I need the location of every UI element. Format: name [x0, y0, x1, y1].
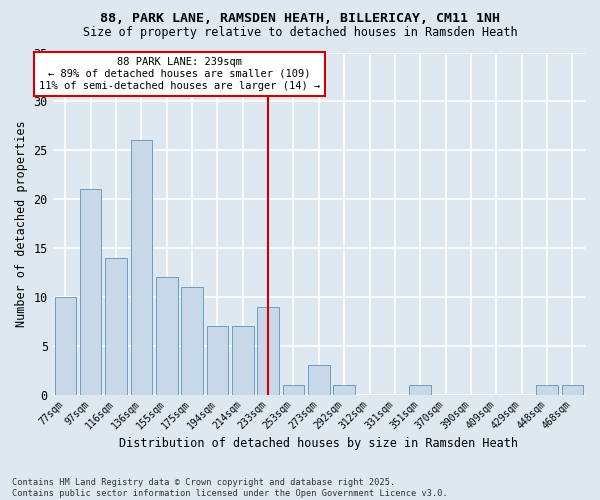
Bar — [232, 326, 254, 394]
Bar — [334, 385, 355, 394]
Bar — [562, 385, 583, 394]
Bar — [55, 297, 76, 394]
Text: 88, PARK LANE, RAMSDEN HEATH, BILLERICAY, CM11 1NH: 88, PARK LANE, RAMSDEN HEATH, BILLERICAY… — [100, 12, 500, 26]
Bar — [283, 385, 304, 394]
Bar — [536, 385, 558, 394]
Y-axis label: Number of detached properties: Number of detached properties — [15, 120, 28, 327]
Text: 88 PARK LANE: 239sqm
← 89% of detached houses are smaller (109)
11% of semi-deta: 88 PARK LANE: 239sqm ← 89% of detached h… — [39, 58, 320, 90]
Bar — [257, 306, 279, 394]
Bar — [206, 326, 228, 394]
Bar — [156, 278, 178, 394]
Bar — [308, 366, 329, 394]
Text: Size of property relative to detached houses in Ramsden Heath: Size of property relative to detached ho… — [83, 26, 517, 39]
Bar — [181, 287, 203, 395]
Bar — [409, 385, 431, 394]
Bar — [131, 140, 152, 394]
X-axis label: Distribution of detached houses by size in Ramsden Heath: Distribution of detached houses by size … — [119, 437, 518, 450]
Bar — [80, 190, 101, 394]
Bar — [105, 258, 127, 394]
Text: Contains HM Land Registry data © Crown copyright and database right 2025.
Contai: Contains HM Land Registry data © Crown c… — [12, 478, 448, 498]
